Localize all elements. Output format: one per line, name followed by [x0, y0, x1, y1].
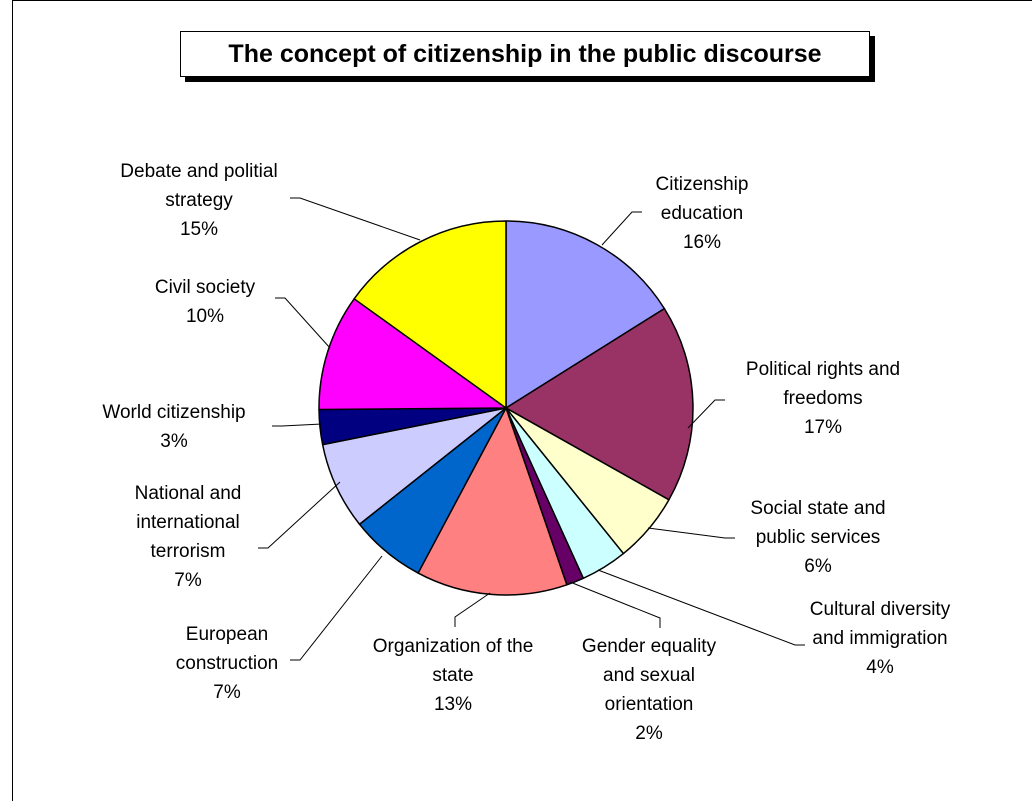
slice-label-line: Cultural diversity — [810, 599, 951, 620]
slice-label-line: Political rights and — [746, 359, 900, 380]
slice-percent: 17% — [804, 417, 842, 438]
leader-line — [601, 211, 642, 246]
leader-line — [454, 592, 491, 627]
slice-label: Organization of the state 13% — [373, 636, 534, 715]
slice-label-line: Gender equality — [582, 636, 717, 657]
leader-line — [275, 297, 331, 349]
leader-line — [597, 569, 805, 646]
slice-label-line: Organization of the — [373, 636, 534, 657]
slice-label-line: European — [186, 624, 268, 645]
slice-percent: 2% — [635, 723, 663, 744]
pie-slice — [318, 298, 507, 411]
slice-percent: 4% — [866, 657, 894, 678]
slice-label-line: orientation — [605, 694, 694, 715]
slice-label-line: terrorism — [151, 541, 226, 562]
slice-label-line: World citizenship — [102, 402, 245, 423]
slice-label-line: public services — [756, 527, 881, 548]
leader-line — [290, 197, 421, 241]
leader-line — [647, 527, 735, 539]
slice-label-line: Social state and — [750, 498, 885, 519]
slice-label-line: and sexual — [603, 665, 695, 686]
slice-label: National and international terrorism 7% — [135, 483, 242, 591]
slice-label-line: state — [432, 665, 473, 686]
slice-label-line: construction — [176, 653, 278, 674]
slice-percent: 3% — [160, 431, 188, 452]
chart-area — [12, 0, 1032, 801]
slice-label: Social state and public services 6% — [750, 498, 885, 577]
chart-title-box: The concept of citizenship in the public… — [180, 31, 870, 77]
leader-line — [687, 399, 725, 429]
pie-slice — [505, 220, 666, 409]
slice-percent: 13% — [434, 694, 472, 715]
slice-label: Citizenship education 16% — [656, 174, 749, 253]
slice-label: Cultural diversity and immigration 4% — [810, 599, 951, 678]
slice-label-line: National and — [135, 483, 242, 504]
leader-line — [258, 481, 341, 549]
slice-label: Civil society 10% — [155, 277, 256, 327]
leader-line — [290, 555, 383, 661]
slice-percent: 16% — [683, 232, 721, 253]
slice-label: World citizenship 3% — [102, 402, 245, 452]
leader-line — [569, 581, 661, 628]
slice-label-line: strategy — [165, 190, 233, 211]
slice-label-line: Citizenship — [656, 174, 749, 195]
slice-label-line: education — [661, 203, 743, 224]
slice-label: Debate and politial strategy 15% — [120, 161, 277, 240]
slice-label: Gender equality and sexual orientation 2% — [582, 636, 717, 744]
slice-percent: 10% — [186, 306, 224, 327]
slice-label-line: and immigration — [812, 628, 947, 649]
slice-percent: 6% — [804, 556, 832, 577]
slice-label-line: freedoms — [783, 388, 862, 409]
slice-percent: 7% — [174, 570, 202, 591]
slice-label-line: Civil society — [155, 277, 256, 298]
slice-label: European construction 7% — [176, 624, 278, 703]
pie-slice — [505, 307, 694, 501]
pie-slice — [417, 407, 568, 596]
leader-line — [272, 423, 323, 427]
chart-title: The concept of citizenship in the public… — [228, 39, 822, 68]
slice-percent: 15% — [180, 219, 218, 240]
slice-label: Political rights and freedoms 17% — [746, 359, 900, 438]
slice-label-line: international — [136, 512, 240, 533]
slice-percent: 7% — [213, 682, 241, 703]
slice-label-line: Debate and politial — [120, 161, 277, 182]
pie-slice — [353, 220, 507, 409]
